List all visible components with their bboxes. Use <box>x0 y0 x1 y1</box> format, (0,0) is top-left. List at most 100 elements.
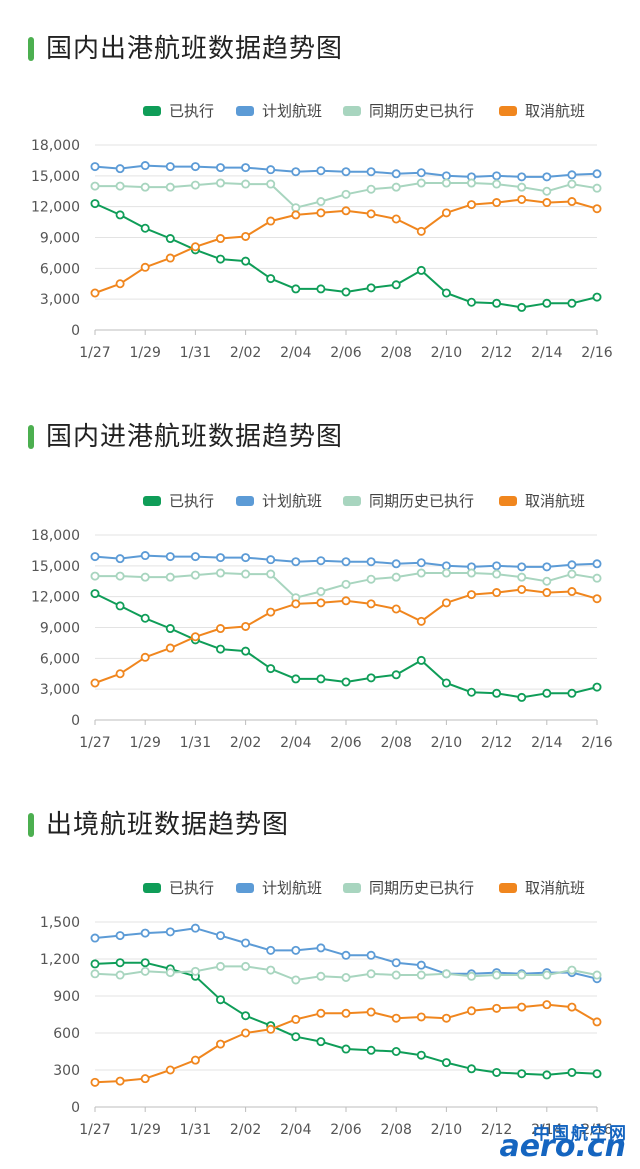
data-point[interactable] <box>165 1065 175 1075</box>
data-point[interactable] <box>492 588 502 598</box>
data-point[interactable] <box>466 590 476 600</box>
data-point[interactable] <box>441 178 451 188</box>
data-point[interactable] <box>441 678 451 688</box>
data-point[interactable] <box>165 643 175 653</box>
data-point[interactable] <box>416 1012 426 1022</box>
data-point[interactable] <box>391 970 401 980</box>
data-point[interactable] <box>492 1067 502 1077</box>
data-point[interactable] <box>416 970 426 980</box>
data-point[interactable] <box>140 613 150 623</box>
data-point[interactable] <box>366 950 376 960</box>
data-point[interactable] <box>391 604 401 614</box>
data-point[interactable] <box>466 200 476 210</box>
data-point[interactable] <box>416 178 426 188</box>
data-point[interactable] <box>592 204 602 214</box>
data-point[interactable] <box>115 210 125 220</box>
data-point[interactable] <box>416 168 426 178</box>
legend-item-4[interactable]: 取消航班 <box>499 102 585 120</box>
data-point[interactable] <box>391 572 401 582</box>
data-point[interactable] <box>341 677 351 687</box>
data-point[interactable] <box>567 197 577 207</box>
data-point[interactable] <box>215 178 225 188</box>
data-point[interactable] <box>316 208 326 218</box>
data-point[interactable] <box>416 960 426 970</box>
data-point[interactable] <box>341 579 351 589</box>
data-point[interactable] <box>391 169 401 179</box>
data-point[interactable] <box>517 562 527 572</box>
data-point[interactable] <box>190 570 200 580</box>
data-point[interactable] <box>391 1013 401 1023</box>
data-point[interactable] <box>140 551 150 561</box>
data-point[interactable] <box>542 298 552 308</box>
data-point[interactable] <box>115 571 125 581</box>
data-point[interactable] <box>542 198 552 208</box>
data-point[interactable] <box>542 588 552 598</box>
data-point[interactable] <box>190 632 200 642</box>
data-point[interactable] <box>466 178 476 188</box>
data-point[interactable] <box>190 966 200 976</box>
data-point[interactable] <box>291 1014 301 1024</box>
data-point[interactable] <box>441 1013 451 1023</box>
data-point[interactable] <box>366 673 376 683</box>
data-point[interactable] <box>316 556 326 566</box>
data-point[interactable] <box>416 655 426 665</box>
data-point[interactable] <box>291 1032 301 1042</box>
data-point[interactable] <box>215 995 225 1005</box>
data-point[interactable] <box>266 216 276 226</box>
data-point[interactable] <box>416 558 426 568</box>
data-point[interactable] <box>391 670 401 680</box>
data-point[interactable] <box>466 568 476 578</box>
data-point[interactable] <box>567 179 577 189</box>
data-point[interactable] <box>492 298 502 308</box>
data-point[interactable] <box>567 688 577 698</box>
data-point[interactable] <box>492 561 502 571</box>
data-point[interactable] <box>316 971 326 981</box>
data-point[interactable] <box>266 274 276 284</box>
data-point[interactable] <box>441 969 451 979</box>
data-point[interactable] <box>215 163 225 173</box>
data-point[interactable] <box>90 1077 100 1087</box>
data-point[interactable] <box>316 197 326 207</box>
data-point[interactable] <box>241 163 251 173</box>
data-point[interactable] <box>316 166 326 176</box>
data-point[interactable] <box>241 256 251 266</box>
legend-item-1[interactable]: 已执行 <box>143 492 214 510</box>
data-point[interactable] <box>165 624 175 634</box>
data-point[interactable] <box>466 1064 476 1074</box>
data-point[interactable] <box>140 572 150 582</box>
data-point[interactable] <box>316 598 326 608</box>
data-point[interactable] <box>517 302 527 312</box>
data-point[interactable] <box>341 950 351 960</box>
data-point[interactable] <box>291 975 301 985</box>
data-point[interactable] <box>542 576 552 586</box>
data-point[interactable] <box>90 933 100 943</box>
data-point[interactable] <box>391 1046 401 1056</box>
data-point[interactable] <box>441 568 451 578</box>
data-point[interactable] <box>592 183 602 193</box>
data-point[interactable] <box>266 555 276 565</box>
data-point[interactable] <box>90 199 100 209</box>
data-point[interactable] <box>115 669 125 679</box>
data-point[interactable] <box>241 961 251 971</box>
data-point[interactable] <box>291 674 301 684</box>
data-point[interactable] <box>266 165 276 175</box>
data-point[interactable] <box>341 287 351 297</box>
data-point[interactable] <box>341 1044 351 1054</box>
data-point[interactable] <box>316 943 326 953</box>
data-point[interactable] <box>215 568 225 578</box>
data-point[interactable] <box>542 1070 552 1080</box>
data-point[interactable] <box>542 1000 552 1010</box>
data-point[interactable] <box>592 594 602 604</box>
data-point[interactable] <box>90 288 100 298</box>
data-point[interactable] <box>567 1002 577 1012</box>
data-point[interactable] <box>466 297 476 307</box>
data-point[interactable] <box>190 552 200 562</box>
data-point[interactable] <box>140 966 150 976</box>
data-point[interactable] <box>241 646 251 656</box>
data-point[interactable] <box>165 927 175 937</box>
data-point[interactable] <box>567 965 577 975</box>
legend-item-3[interactable]: 同期历史已执行 <box>343 492 474 510</box>
data-point[interactable] <box>592 970 602 980</box>
data-point[interactable] <box>165 968 175 978</box>
data-point[interactable] <box>492 179 502 189</box>
